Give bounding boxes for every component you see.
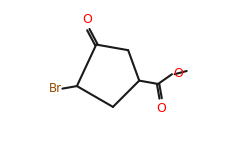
Text: O: O	[83, 13, 92, 26]
Text: Br: Br	[48, 82, 62, 95]
Text: O: O	[174, 67, 184, 80]
Text: O: O	[156, 102, 166, 115]
